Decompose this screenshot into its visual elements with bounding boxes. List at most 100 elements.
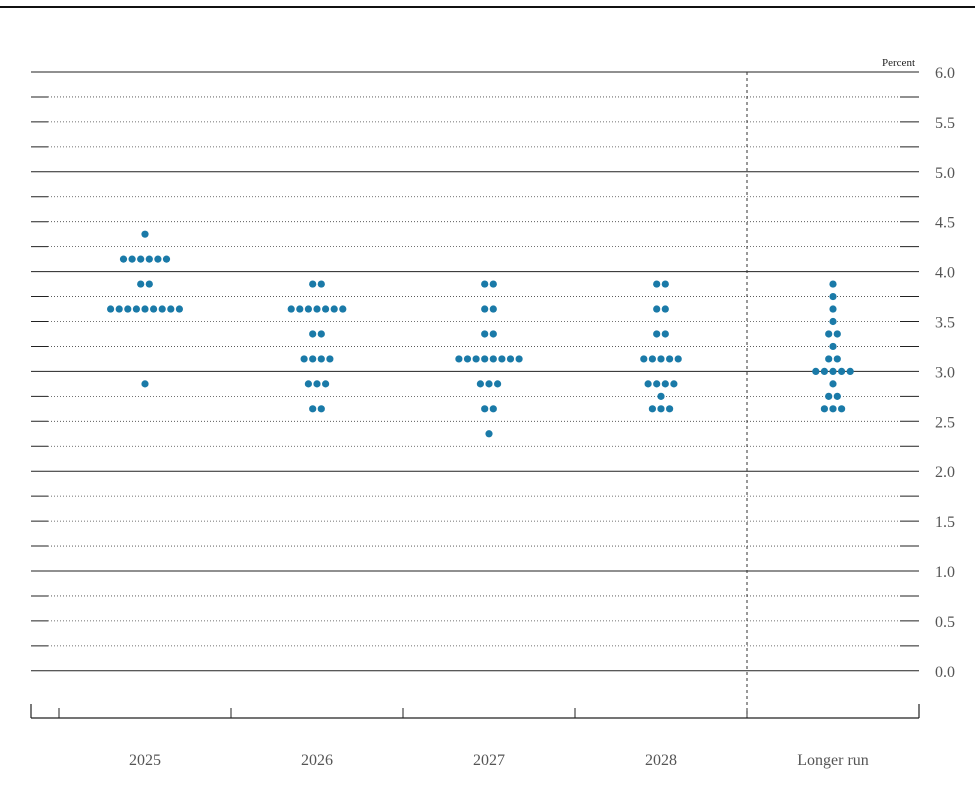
data-point-dot bbox=[317, 355, 325, 363]
x-category-label: Longer run bbox=[797, 752, 869, 769]
data-point-dot bbox=[644, 380, 652, 388]
data-point-dot bbox=[661, 330, 669, 338]
data-point-dot bbox=[150, 305, 158, 313]
data-point-dot bbox=[661, 380, 669, 388]
data-point-dot bbox=[825, 330, 833, 338]
data-point-dot bbox=[154, 255, 162, 263]
data-point-dot bbox=[489, 305, 497, 313]
data-point-dot bbox=[661, 280, 669, 288]
y-tick-label: 1.0 bbox=[935, 564, 955, 581]
data-point-dot bbox=[124, 305, 132, 313]
data-point-dot bbox=[137, 280, 145, 288]
y-tick-label: 1.5 bbox=[935, 514, 955, 531]
x-axis-category-labels: 2025 2026 2027 2028 Longer run bbox=[129, 752, 869, 769]
data-point-dot bbox=[489, 405, 497, 413]
data-point-dot bbox=[829, 280, 837, 288]
data-point-dot bbox=[141, 230, 149, 238]
data-point-dot bbox=[653, 380, 661, 388]
data-point-dot bbox=[313, 380, 321, 388]
data-point-dot bbox=[829, 405, 837, 413]
y-tick-label: 4.5 bbox=[935, 215, 955, 232]
data-point-dot bbox=[838, 367, 846, 375]
data-point-dot bbox=[481, 330, 489, 338]
data-point-dot bbox=[141, 380, 149, 388]
data-point-dot bbox=[167, 305, 175, 313]
data-point-dot bbox=[145, 280, 153, 288]
y-tick-label: 2.5 bbox=[935, 414, 955, 431]
x-category-label: 2028 bbox=[645, 752, 677, 769]
data-point-dot bbox=[317, 330, 325, 338]
grid-lines bbox=[31, 71, 919, 672]
data-point-dot bbox=[829, 305, 837, 313]
data-point-dot bbox=[666, 355, 674, 363]
data-point-dot bbox=[657, 355, 665, 363]
data-point-dot bbox=[648, 355, 657, 363]
data-point-dot bbox=[829, 342, 837, 351]
data-point-dot bbox=[653, 280, 661, 288]
data-point-dot bbox=[132, 305, 140, 313]
data-point-dot bbox=[829, 380, 837, 388]
participant-dots bbox=[107, 230, 854, 438]
data-point-dot bbox=[825, 392, 833, 400]
data-point-dot bbox=[309, 330, 317, 338]
data-point-dot bbox=[820, 367, 829, 375]
data-point-dot bbox=[119, 255, 128, 263]
data-point-dot bbox=[825, 355, 833, 363]
data-point-dot bbox=[829, 317, 837, 326]
data-point-dot bbox=[317, 280, 325, 288]
data-point-dot bbox=[648, 405, 657, 413]
data-point-dot bbox=[128, 255, 136, 263]
y-tick-label: 4.0 bbox=[935, 265, 955, 282]
data-point-dot bbox=[670, 380, 678, 388]
data-point-dot bbox=[489, 355, 497, 363]
data-point-dot bbox=[481, 280, 489, 288]
data-point-dot bbox=[300, 355, 308, 363]
data-point-dot bbox=[485, 430, 493, 438]
data-point-dot bbox=[309, 280, 317, 288]
data-point-dot bbox=[829, 292, 837, 301]
data-point-dot bbox=[653, 330, 661, 338]
data-point-dot bbox=[339, 305, 347, 313]
data-point-dot bbox=[304, 380, 312, 388]
data-point-dot bbox=[657, 392, 665, 400]
data-point-dot bbox=[141, 305, 149, 313]
data-point-dot bbox=[317, 405, 325, 413]
y-tick-label: 5.0 bbox=[935, 165, 955, 182]
data-point-dot bbox=[515, 355, 523, 363]
data-point-dot bbox=[304, 305, 312, 313]
data-point-dot bbox=[107, 305, 115, 313]
y-tick-label: 3.0 bbox=[935, 364, 955, 381]
data-point-dot bbox=[833, 330, 841, 338]
data-point-dot bbox=[481, 355, 489, 363]
data-point-dot bbox=[287, 305, 295, 313]
data-point-dot bbox=[322, 305, 330, 313]
data-point-dot bbox=[498, 355, 506, 363]
data-point-dot bbox=[162, 255, 171, 263]
x-category-label: 2026 bbox=[301, 752, 333, 769]
data-point-dot bbox=[833, 392, 841, 400]
y-axis-unit-label: Percent bbox=[882, 57, 915, 69]
data-point-dot bbox=[158, 305, 166, 313]
y-axis-tick-labels: 0.0 0.5 1.0 1.5 2.0 2.5 3.0 3.5 4.0 4.5 5.0 5.5 6.0 bbox=[935, 65, 955, 681]
y-tick-label: 3.5 bbox=[935, 315, 955, 332]
data-point-dot bbox=[833, 355, 841, 363]
data-point-dot bbox=[481, 405, 489, 413]
data-point-dot bbox=[829, 367, 837, 375]
data-point-dot bbox=[455, 355, 463, 363]
data-point-dot bbox=[640, 355, 648, 363]
data-point-dot bbox=[666, 405, 674, 413]
data-point-dot bbox=[322, 380, 330, 388]
data-point-dot bbox=[485, 380, 493, 388]
data-point-dot bbox=[674, 355, 682, 363]
data-point-dot bbox=[472, 355, 480, 363]
data-point-dot bbox=[657, 405, 665, 413]
data-point-dot bbox=[309, 405, 317, 413]
data-point-dot bbox=[838, 405, 846, 413]
data-point-dot bbox=[145, 255, 153, 263]
data-point-dot bbox=[846, 367, 854, 375]
y-tick-label: 5.5 bbox=[935, 115, 955, 132]
y-tick-label: 2.0 bbox=[935, 464, 955, 481]
x-category-label: 2025 bbox=[129, 752, 161, 769]
data-point-dot bbox=[489, 280, 497, 288]
